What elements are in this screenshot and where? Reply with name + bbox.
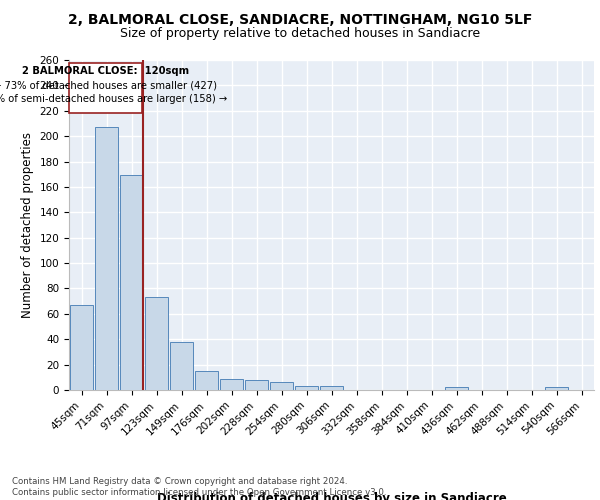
Text: Size of property relative to detached houses in Sandiacre: Size of property relative to detached ho…: [120, 28, 480, 40]
Bar: [295, 386, 318, 390]
Text: 2 BALMORAL CLOSE:  120sqm: 2 BALMORAL CLOSE: 120sqm: [22, 66, 189, 76]
Bar: [445, 388, 468, 390]
Bar: [320, 386, 343, 390]
Y-axis label: Number of detached properties: Number of detached properties: [21, 132, 34, 318]
Text: 2, BALMORAL CLOSE, SANDIACRE, NOTTINGHAM, NG10 5LF: 2, BALMORAL CLOSE, SANDIACRE, NOTTINGHAM…: [68, 12, 532, 26]
X-axis label: Distribution of detached houses by size in Sandiacre: Distribution of detached houses by size …: [157, 492, 506, 500]
Bar: [120, 176, 143, 390]
FancyBboxPatch shape: [69, 62, 142, 114]
Text: 27% of semi-detached houses are larger (158) →: 27% of semi-detached houses are larger (…: [0, 94, 227, 104]
Bar: [195, 371, 218, 390]
Bar: [145, 298, 168, 390]
Text: Contains HM Land Registry data © Crown copyright and database right 2024.
Contai: Contains HM Land Registry data © Crown c…: [12, 478, 386, 497]
Bar: [70, 305, 93, 390]
Bar: [245, 380, 268, 390]
Bar: [95, 128, 118, 390]
Bar: [545, 388, 568, 390]
Text: ← 73% of detached houses are smaller (427): ← 73% of detached houses are smaller (42…: [0, 80, 217, 90]
Bar: [220, 378, 243, 390]
Bar: [270, 382, 293, 390]
Bar: [170, 342, 193, 390]
